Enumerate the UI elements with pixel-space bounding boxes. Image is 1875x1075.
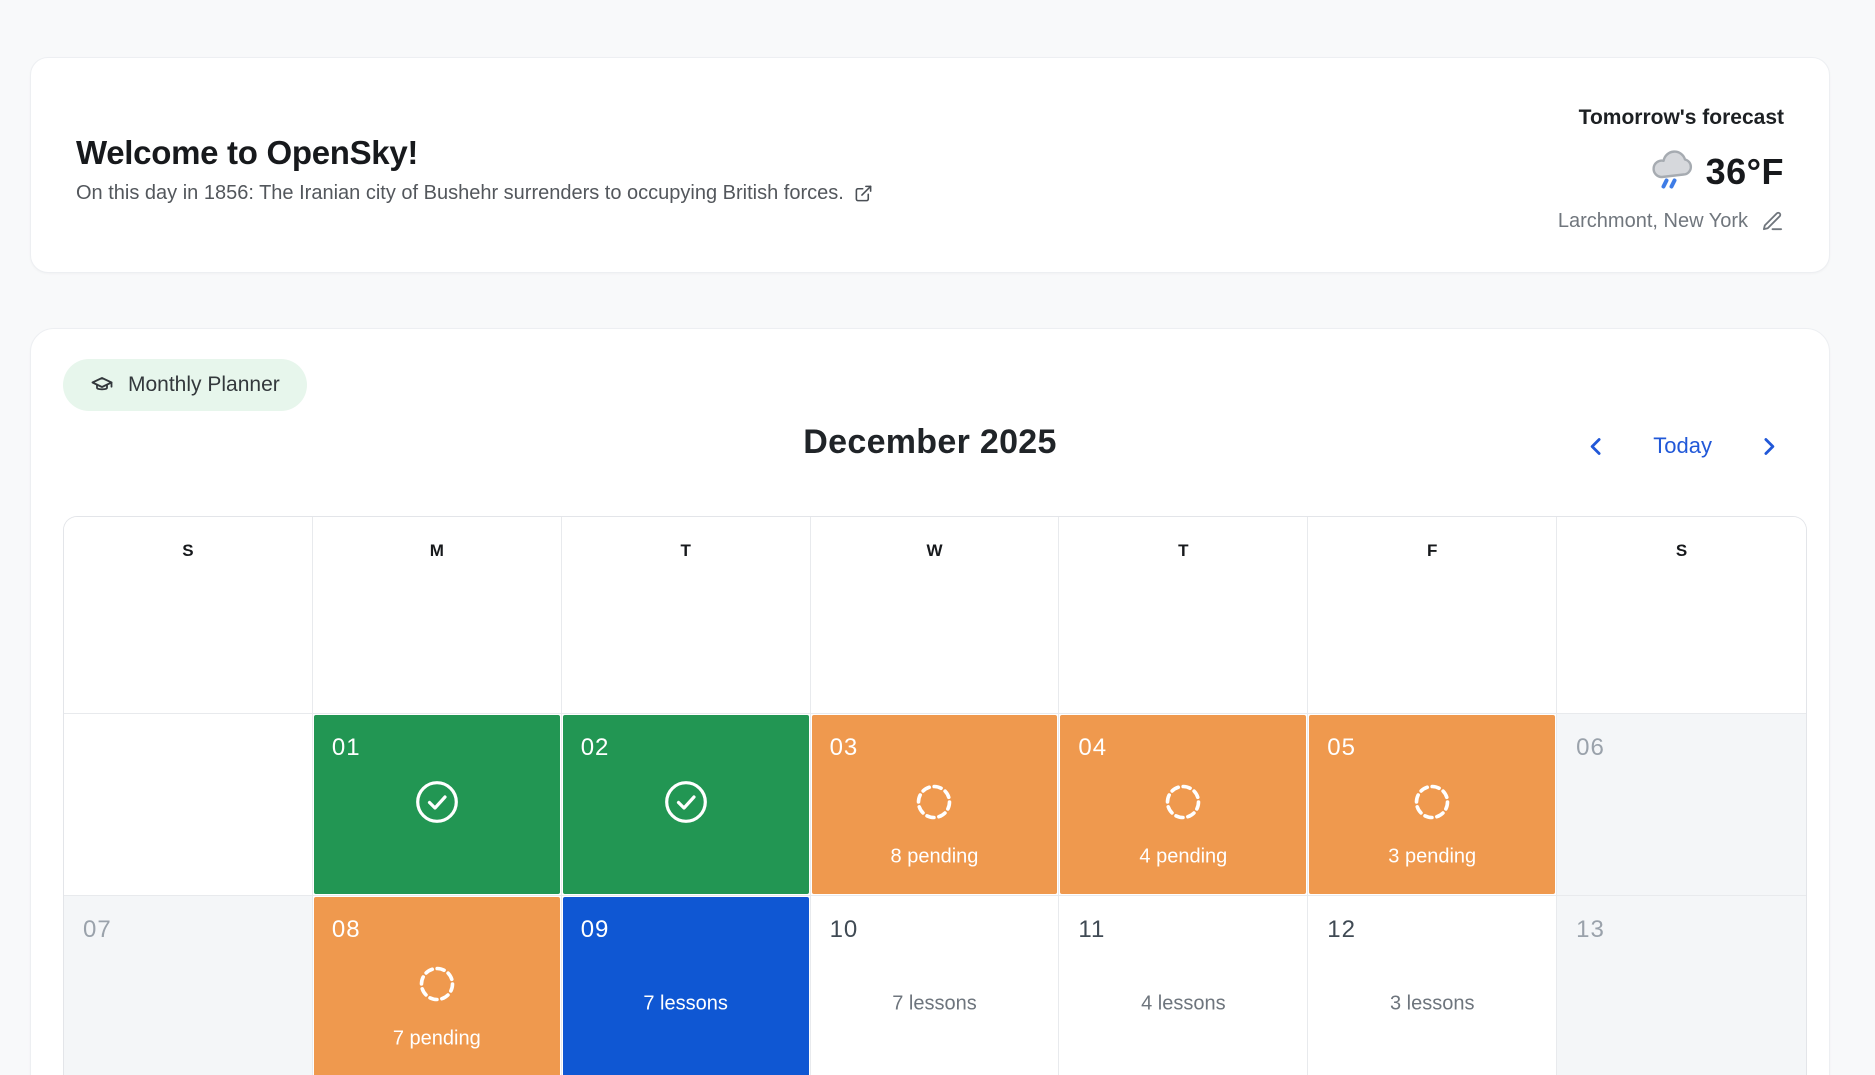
day-status-fill [562,897,809,1075]
forecast-heading: Tomorrow's forecast [1578,106,1784,129]
dashed-circle-icon [915,783,953,821]
weekday-label: S [1675,541,1688,560]
graduation-cap-icon [90,373,114,397]
day-cell-empty [64,714,313,896]
fact-text: On this day in 1856: The Iranian city of… [76,182,844,204]
day-number: 07 [83,916,112,943]
day-number: 05 [1327,734,1356,761]
check-circle-icon [663,779,709,825]
day-status-fill [1309,715,1556,894]
badge-label: Monthly Planner [128,373,280,396]
day-number: 12 [1327,916,1356,943]
weekday-header: S [1557,517,1806,714]
day-number: 09 [580,916,610,943]
day-number: 04 [1078,734,1108,761]
dashed-circle-icon [1413,783,1451,821]
day-cell-07[interactable]: 07 [64,896,313,1075]
weekday-label: T [1178,541,1189,560]
dashed-circle-icon [1164,783,1202,821]
day-cell-02[interactable]: 02 [561,714,811,896]
month-title: December 2025 [803,423,1057,461]
temperature-value: 36°F [1705,150,1784,192]
day-status-label: 3 lessons [1389,992,1475,1015]
day-cell-06[interactable]: 06 [1557,714,1806,896]
day-cell-13[interactable]: 13 [1557,896,1806,1075]
rain-cloud-icon [1648,146,1696,197]
day-number: 01 [331,734,361,761]
day-status-fill [1060,715,1307,894]
day-number: 06 [1576,734,1605,761]
welcome-title: Welcome to OpenSky! [76,134,419,171]
day-status-fill [811,715,1058,894]
day-number: 10 [829,916,859,943]
weekday-header: W [810,517,1060,714]
day-number: 11 [1078,916,1106,943]
day-status-label: 7 pending [392,1027,481,1050]
today-button[interactable]: Today [1653,433,1712,458]
day-number: 02 [580,734,610,761]
monthly-planner-card: Monthly Planner December 2025 Today S M T W… [30,328,1830,1075]
weekday-label: M [429,541,444,560]
weekday-header: S [64,517,313,714]
weekday-label: F [1427,541,1438,560]
day-cell-12[interactable]: 12 3 lessons [1308,896,1558,1075]
chevron-left-icon[interactable] [1586,436,1607,457]
forecast-temp-row: 36°F [1648,146,1784,197]
forecast-location-row: Larchmont, New York [1558,210,1784,233]
external-link-icon[interactable] [854,184,873,203]
on-this-day-fact: On this day in 1856: The Iranian city of… [76,182,873,205]
edit-pencil-icon[interactable] [1761,210,1784,233]
location-text: Larchmont, New York [1557,210,1748,232]
check-circle-icon [414,779,460,825]
day-cell-10[interactable]: 10 7 lessons [810,896,1060,1075]
day-status-label: 3 pending [1388,845,1477,868]
day-status-label: 8 pending [890,845,979,868]
day-cell-09[interactable]: 09 7 lessons [561,896,811,1075]
day-status-label: 4 lessons [1141,992,1226,1015]
day-cell-05[interactable]: 05 3 pending [1308,714,1558,896]
weekday-label: S [182,541,194,560]
dashed-circle-icon [418,965,456,1003]
weekday-header: F [1308,517,1558,714]
weekday-header: M [312,517,562,714]
monthly-planner-badge: Monthly Planner [63,359,307,411]
day-status-label: 7 lessons [892,992,977,1015]
day-status-label: 4 pending [1139,845,1228,868]
chevron-right-icon[interactable] [1758,436,1779,457]
day-cell-03[interactable]: 03 8 pending [810,714,1060,896]
day-cell-08[interactable]: 08 7 pending [312,896,562,1075]
day-cell-01[interactable]: 01 [312,714,562,896]
weekday-label: W [926,541,943,560]
day-cell-11[interactable]: 11 4 lessons [1059,896,1309,1075]
day-number: 03 [829,734,859,761]
day-cell-04[interactable]: 04 4 pending [1059,714,1309,896]
day-number: 08 [331,916,361,943]
calendar-grid: S M T W T F S 01 02 03 8 pending 04 4 pending 05 3 pen… [63,516,1807,1075]
weekday-header: T [1059,517,1309,714]
day-number: 13 [1576,916,1605,943]
day-status-label: 7 lessons [643,992,728,1015]
weekday-label: T [680,541,691,560]
day-status-fill [313,897,560,1075]
weekday-header: T [561,517,811,714]
calendar-nav: Today [1586,433,1779,459]
welcome-card: Welcome to OpenSky! On this day in 1856:… [30,57,1830,273]
